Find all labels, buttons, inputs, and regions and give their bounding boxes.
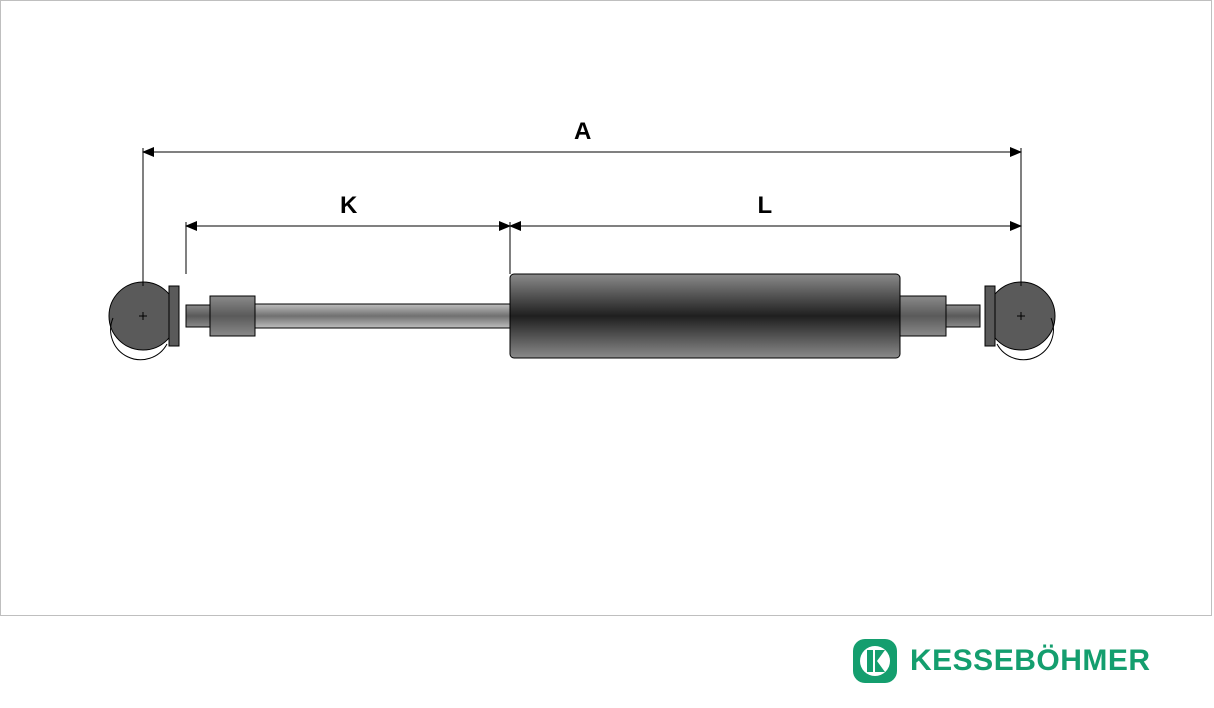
brand-logo-text: KESSEBÖHMER [910,644,1151,678]
dim-label-a: A [574,118,591,146]
brand-logo-icon [852,638,898,684]
brand-logo: KESSEBÖHMER [852,638,1151,684]
dim-label-l: L [758,192,773,220]
gas-spring-diagram [0,0,1210,614]
dim-label-k: K [340,192,357,220]
